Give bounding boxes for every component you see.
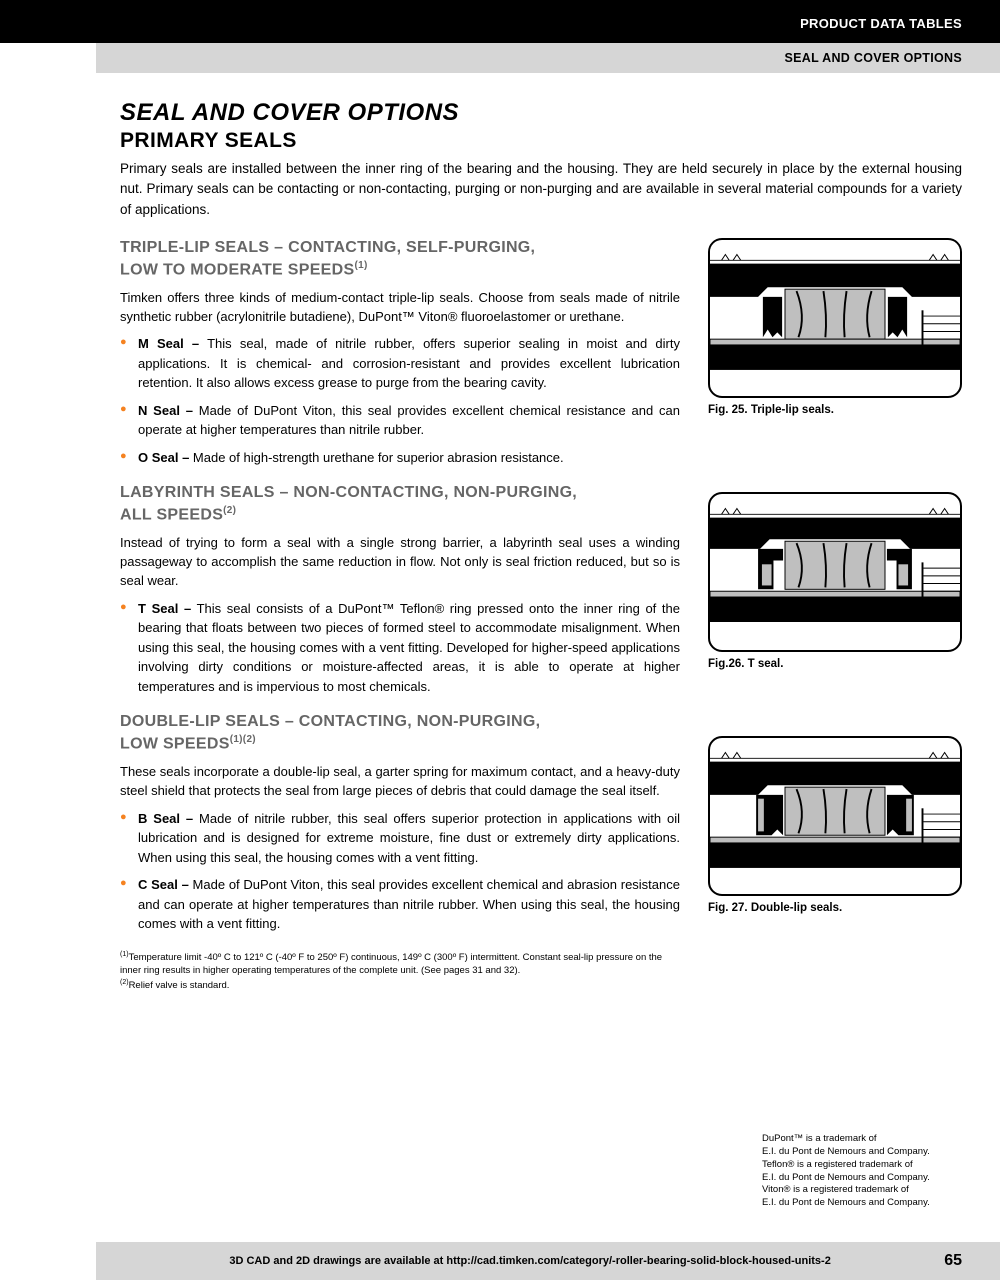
right-column: Fig. 25. Triple-lip seals. (708, 238, 962, 993)
figure-caption-26: Fig.26. T seal. (708, 658, 962, 670)
list-item: T Seal – This seal consists of a DuPont™… (138, 599, 680, 697)
footnotes: (1)Temperature limit -40º C to 121º C (-… (120, 950, 680, 993)
header-category: PRODUCT DATA TABLES (0, 0, 1000, 43)
bullet-list-3: B Seal – Made of nitrile rubber, this se… (120, 809, 680, 934)
figure-triple-lip (708, 238, 962, 398)
list-item: N Seal – Made of DuPont Viton, this seal… (138, 401, 680, 440)
trademark-notice: DuPont™ is a trademark of E.I. du Pont d… (762, 1133, 962, 1210)
figure-caption-25: Fig. 25. Triple-lip seals. (708, 404, 962, 416)
figure-caption-27: Fig. 27. Double-lip seals. (708, 902, 962, 914)
page-footer: 3D CAD and 2D drawings are available at … (96, 1242, 1000, 1280)
list-item: M Seal – This seal, made of nitrile rubb… (138, 334, 680, 393)
left-column: TRIPLE-LIP SEALS – CONTACTING, SELF-PURG… (120, 238, 680, 993)
section-para-3: These seals incorporate a double-lip sea… (120, 763, 680, 801)
intro-paragraph: Primary seals are installed between the … (120, 159, 962, 220)
list-item: C Seal – Made of DuPont Viton, this seal… (138, 875, 680, 934)
footer-text: 3D CAD and 2D drawings are available at … (116, 1255, 944, 1267)
section-heading-double-lip: DOUBLE-LIP SEALS – CONTACTING, NON-PURGI… (120, 712, 680, 755)
page-subtitle: PRIMARY SEALS (120, 129, 962, 153)
section-para-1: Timken offers three kinds of medium-cont… (120, 289, 680, 327)
page-content: SEAL AND COVER OPTIONS PRIMARY SEALS Pri… (0, 73, 1000, 993)
list-item: B Seal – Made of nitrile rubber, this se… (138, 809, 680, 868)
page-number: 65 (944, 1252, 962, 1270)
figure-double-lip (708, 736, 962, 896)
header-subcategory: SEAL AND COVER OPTIONS (96, 43, 1000, 73)
section-heading-labyrinth: LABYRINTH SEALS – NON-CONTACTING, NON-PU… (120, 483, 680, 526)
bullet-list-1: M Seal – This seal, made of nitrile rubb… (120, 334, 680, 467)
list-item: O Seal – Made of high-strength urethane … (138, 448, 680, 468)
bullet-list-2: T Seal – This seal consists of a DuPont™… (120, 599, 680, 697)
figure-t-seal (708, 492, 962, 652)
section-para-2: Instead of trying to form a seal with a … (120, 534, 680, 591)
section-heading-triple-lip: TRIPLE-LIP SEALS – CONTACTING, SELF-PURG… (120, 238, 680, 281)
page-title: SEAL AND COVER OPTIONS (120, 99, 962, 127)
